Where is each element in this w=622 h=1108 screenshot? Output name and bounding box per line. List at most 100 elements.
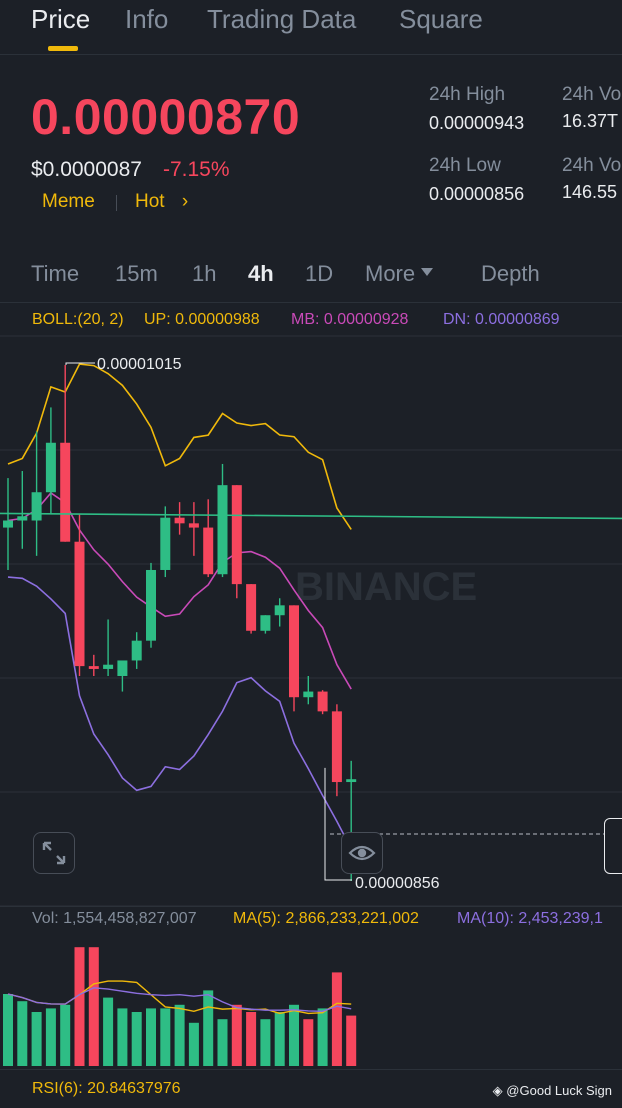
candle-body: [45, 442, 56, 493]
price-markers: [65, 362, 352, 881]
candle-body: [174, 517, 185, 524]
volume-bars: [3, 947, 357, 1066]
candle-body: [331, 711, 342, 783]
volume-bar: [88, 947, 99, 1066]
stat-volume-quote-value: 146.55: [562, 182, 618, 202]
volume-bar: [289, 1004, 299, 1066]
volume-bar: [203, 990, 214, 1066]
candle-body: [88, 666, 99, 669]
volume-bar: [303, 1019, 314, 1066]
volume-bar: [31, 1012, 42, 1066]
candle-body: [317, 691, 328, 712]
volume-value: Vol: 1,554,458,827,007: [32, 910, 197, 927]
boll-mb: MB: 0.00000928: [291, 311, 409, 328]
low-marker-leader: [324, 767, 352, 881]
volume-ma5: MA(5): 2,866,233,221,002: [233, 910, 419, 927]
candle-body: [231, 485, 242, 585]
candle-body: [289, 605, 299, 698]
tag-divider: [116, 195, 117, 211]
interval-time[interactable]: Time: [31, 261, 80, 286]
active-tab-indicator: [48, 46, 78, 51]
stat-volume-quote-label: 24h Vo: [562, 155, 622, 176]
chevron-right-icon: ›: [181, 191, 189, 212]
tab-square[interactable]: Square: [399, 4, 483, 34]
tab-price[interactable]: Price: [31, 4, 91, 34]
interval-more-label: More: [365, 261, 416, 286]
volume-ma5-line: [7, 980, 352, 1015]
current-price-tag: [604, 818, 622, 874]
volume-bar: [117, 1008, 128, 1066]
candle-body: [117, 660, 128, 677]
volume-bar: [346, 1015, 357, 1066]
interval-1h[interactable]: 1h: [192, 261, 217, 286]
interval-more[interactable]: More: [365, 261, 434, 287]
view-toggle-button[interactable]: [341, 832, 383, 874]
candle-body: [303, 691, 314, 698]
volume-bar: [60, 1004, 71, 1066]
stat-volume-value: 16.37T: [562, 111, 619, 131]
candle-body: [131, 640, 142, 661]
fullscreen-button[interactable]: [33, 832, 75, 874]
top-tab-bar: Price Info Trading Data Square: [0, 0, 622, 55]
volume-bar: [3, 994, 13, 1066]
last-price: 0.00000870: [31, 89, 301, 145]
diamond-icon: ◈: [492, 1083, 503, 1098]
candle-body: [74, 541, 85, 667]
volume-bar: [260, 1019, 271, 1066]
boll-dn: DN: 0.00000869: [443, 311, 560, 328]
candles: [0, 365, 622, 881]
tag-meme[interactable]: Meme: [42, 191, 95, 212]
volume-bar: [231, 1004, 242, 1066]
candle-body: [160, 517, 171, 570]
candle-body: [346, 779, 357, 783]
interval-15m[interactable]: 15m: [115, 261, 158, 286]
volume-bar: [146, 1008, 156, 1066]
volume-bar: [103, 997, 114, 1066]
candle-body: [203, 527, 214, 575]
price-change-percent: -7.15%: [163, 158, 230, 181]
volume-bar: [131, 1012, 142, 1066]
candle-body: [3, 520, 13, 528]
tab-info[interactable]: Info: [125, 4, 169, 34]
candle-body: [274, 605, 285, 616]
interval-depth[interactable]: Depth: [481, 261, 540, 286]
volume-bar: [174, 1004, 185, 1066]
candle-body: [246, 584, 257, 631]
boll-lower-line: [7, 576, 352, 850]
high-price-marker: 0.00001015: [97, 356, 182, 373]
binance-watermark: BINANCE: [295, 565, 477, 609]
volume-bar: [217, 1019, 228, 1066]
volume-bar: [188, 1022, 199, 1066]
interval-1d[interactable]: 1D: [305, 261, 334, 286]
tag-hot[interactable]: Hot ›: [135, 191, 188, 213]
high-marker-leader: [65, 362, 95, 365]
divider: [0, 1069, 622, 1070]
interval-4h[interactable]: 4h: [248, 261, 274, 286]
boll-params: BOLL:(20, 2): [32, 311, 124, 328]
stat-low-label: 24h Low: [429, 155, 501, 176]
candle-body: [188, 523, 199, 528]
stat-volume-label: 24h Vo: [562, 84, 622, 105]
credit-watermark: ◈ @Good Luck Sign: [493, 1083, 612, 1099]
volume-ma10-line: [7, 987, 352, 1012]
volume-bar: [331, 972, 342, 1066]
candle-body: [17, 516, 28, 521]
usd-price: $0.0000087: [31, 158, 142, 181]
candle-body: [260, 615, 271, 631]
tag-hot-label: Hot: [135, 191, 165, 212]
caret-down-icon: [421, 268, 434, 277]
stat-low-value: 0.00000856: [429, 184, 525, 204]
volume-ma10: MA(10): 2,453,239,1: [457, 910, 603, 927]
volume-bar: [74, 947, 85, 1066]
volume-bar: [17, 1001, 28, 1066]
volume-bar: [160, 1008, 171, 1066]
tab-trading-data[interactable]: Trading Data: [207, 4, 357, 34]
credit-text: @Good Luck Sign: [506, 1083, 612, 1098]
stat-high-label: 24h High: [429, 84, 506, 105]
candle-body: [103, 664, 114, 669]
stat-high-value: 0.00000943: [429, 113, 525, 133]
candle-body: [60, 442, 71, 542]
ma-line: [0, 512, 622, 520]
low-price-marker: 0.00000856: [355, 875, 440, 892]
